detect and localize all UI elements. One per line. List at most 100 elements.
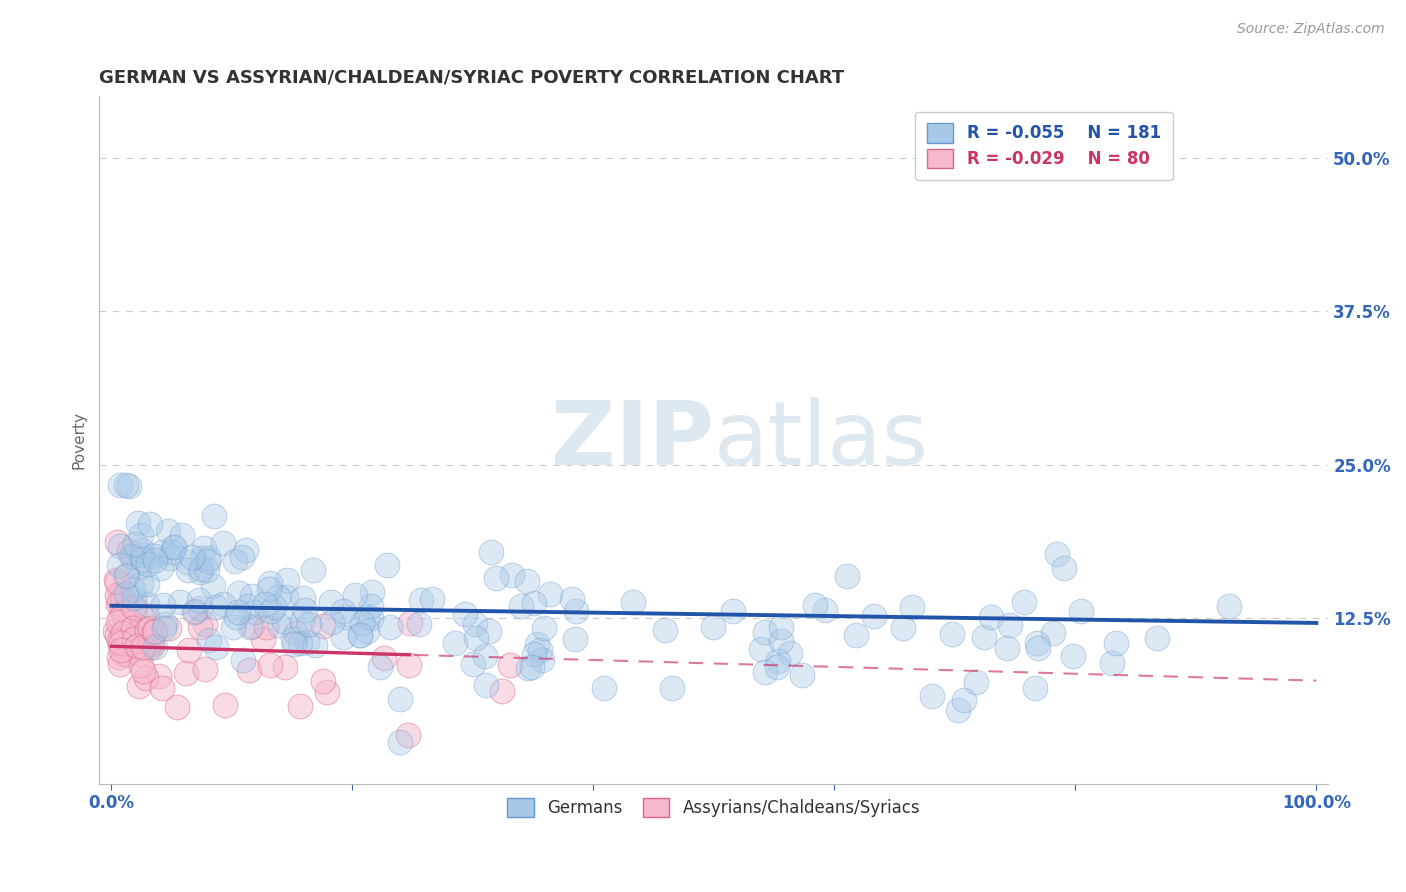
Point (143, 640, 166, 655)
Point (399, 616, 422, 631)
Point (222, 620, 245, 634)
Point (814, 603, 837, 617)
Point (260, 604, 283, 618)
Point (110, 628, 132, 642)
Point (118, 620, 141, 634)
Point (516, 574, 538, 589)
Point (702, 620, 724, 634)
Point (408, 617, 430, 632)
Point (768, 654, 790, 668)
Point (721, 603, 744, 617)
Point (1024, 681, 1046, 695)
Point (105, 575, 128, 590)
Point (281, 632, 304, 647)
Point (297, 634, 319, 648)
Point (212, 597, 235, 611)
Point (479, 545, 502, 559)
Point (267, 618, 290, 632)
Point (754, 625, 776, 640)
Point (561, 592, 583, 607)
Point (205, 640, 228, 655)
Point (259, 658, 281, 673)
Point (111, 625, 134, 640)
Point (112, 647, 135, 661)
Point (749, 641, 772, 656)
Point (120, 549, 142, 563)
Point (150, 545, 173, 559)
Point (193, 541, 215, 555)
Point (526, 638, 548, 652)
Point (288, 636, 311, 650)
Point (360, 611, 382, 625)
Point (398, 657, 420, 672)
Point (253, 597, 276, 611)
Point (661, 681, 683, 696)
Point (485, 571, 508, 585)
Point (516, 661, 538, 675)
Point (396, 728, 419, 742)
Point (188, 620, 211, 634)
Point (135, 576, 157, 591)
Point (464, 616, 486, 631)
Point (153, 617, 176, 632)
Point (770, 633, 793, 648)
Point (114, 587, 136, 601)
Point (368, 660, 391, 674)
Point (115, 627, 138, 641)
Point (163, 540, 186, 554)
Point (117, 544, 139, 558)
Point (129, 577, 152, 591)
Point (179, 643, 201, 657)
Point (941, 626, 963, 640)
Text: atlas: atlas (714, 397, 929, 483)
Point (538, 587, 561, 601)
Point (232, 653, 254, 667)
Point (1218, 599, 1240, 613)
Point (184, 604, 207, 618)
Point (190, 562, 212, 576)
Point (243, 605, 266, 619)
Point (183, 605, 205, 619)
Point (141, 637, 163, 651)
Point (242, 618, 264, 632)
Point (523, 647, 546, 661)
Point (202, 579, 225, 593)
Point (149, 561, 172, 575)
Point (128, 560, 150, 574)
Point (118, 479, 141, 493)
Point (350, 615, 373, 630)
Y-axis label: Poverty: Poverty (72, 411, 86, 469)
Point (108, 558, 131, 573)
Point (214, 698, 236, 712)
Point (122, 591, 145, 605)
Point (522, 660, 544, 674)
Point (127, 639, 149, 653)
Point (980, 610, 1002, 624)
Legend: Germans, Assyrians/Chaldeans/Syriacs: Germans, Assyrians/Chaldeans/Syriacs (501, 791, 927, 823)
Point (127, 633, 149, 648)
Point (112, 610, 135, 624)
Point (533, 621, 555, 635)
Point (148, 669, 170, 683)
Point (1070, 603, 1092, 617)
Point (131, 548, 153, 562)
Point (166, 700, 188, 714)
Point (136, 624, 159, 638)
Point (127, 516, 149, 530)
Point (321, 615, 343, 629)
Point (131, 543, 153, 558)
Point (779, 646, 801, 660)
Point (332, 604, 354, 618)
Point (226, 605, 249, 619)
Point (790, 668, 813, 682)
Point (291, 591, 314, 606)
Point (252, 632, 274, 646)
Point (475, 678, 498, 692)
Point (157, 621, 180, 635)
Point (174, 665, 197, 680)
Point (343, 588, 366, 602)
Point (163, 541, 186, 555)
Point (304, 638, 326, 652)
Point (152, 599, 174, 613)
Point (1046, 548, 1069, 562)
